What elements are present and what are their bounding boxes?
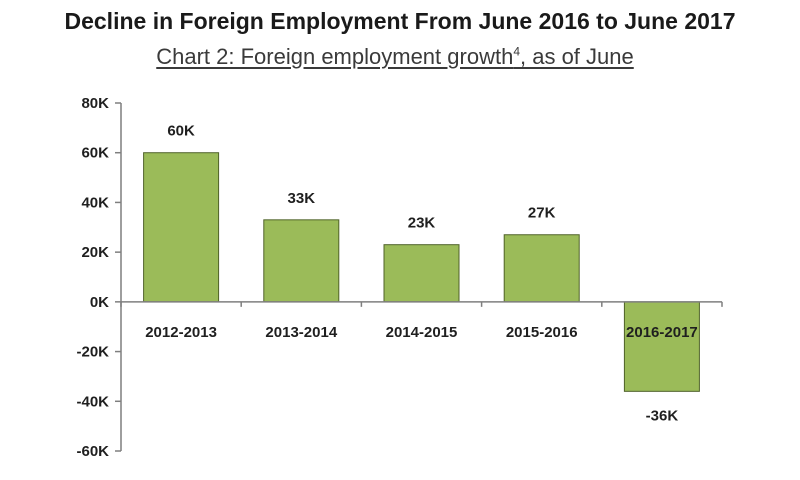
bar bbox=[263, 219, 340, 303]
subtitle-footnote-marker: 4 bbox=[513, 44, 520, 59]
data-label: 33K bbox=[288, 190, 316, 207]
x-category-label: 2013-2014 bbox=[265, 324, 337, 341]
y-tick-label: -60K bbox=[76, 443, 109, 460]
y-tick-label: 80K bbox=[81, 95, 109, 112]
y-tick-label: -20K bbox=[76, 344, 109, 361]
chart-title: Decline in Foreign Employment From June … bbox=[64, 8, 736, 34]
bar bbox=[623, 301, 700, 392]
x-category-label: 2012-2013 bbox=[145, 324, 217, 341]
data-label: 27K bbox=[528, 205, 556, 222]
y-tick-label: 60K bbox=[81, 145, 109, 162]
chart-subtitle: Chart 2: Foreign employment growth4, as … bbox=[0, 44, 790, 70]
bar bbox=[383, 244, 460, 303]
y-tick-label: 0K bbox=[90, 294, 109, 311]
x-category-label: 2014-2015 bbox=[386, 324, 458, 341]
y-tick-label: 20K bbox=[81, 244, 109, 261]
data-label: -36K bbox=[646, 407, 679, 424]
bar bbox=[143, 152, 220, 303]
subtitle-text: Chart 2: Foreign employment growth bbox=[156, 44, 514, 69]
y-tick-label: -40K bbox=[76, 393, 109, 410]
y-tick-label: 40K bbox=[81, 194, 109, 211]
x-category-label: 2016-2017 bbox=[626, 324, 698, 341]
data-label: 23K bbox=[408, 215, 436, 232]
bar bbox=[503, 234, 580, 303]
x-category-label: 2015-2016 bbox=[506, 324, 578, 341]
data-label: 60K bbox=[167, 123, 195, 140]
subtitle-tail: , as of June bbox=[520, 44, 634, 69]
